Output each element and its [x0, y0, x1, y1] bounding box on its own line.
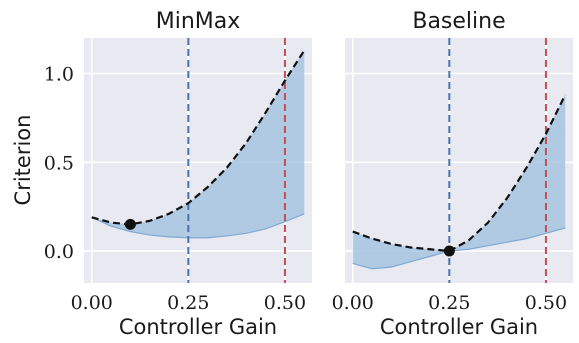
x-tick-label: 0.50 — [264, 292, 306, 314]
x-tick-label: 0.00 — [332, 292, 374, 314]
optimum-marker — [124, 218, 136, 230]
x-tick-label: 0.25 — [428, 292, 470, 314]
plot-area — [352, 38, 567, 283]
panel-baseline: Baseline Controller Gain 0.00 0.25 0.50 — [332, 9, 573, 339]
panel-title: MinMax — [156, 9, 241, 34]
panel-title: Baseline — [412, 9, 505, 34]
uncertainty-band — [352, 94, 566, 269]
x-tick-label: 0.25 — [167, 292, 209, 314]
band-lower-edge — [91, 213, 305, 239]
x-tick-label: 0.50 — [525, 292, 567, 314]
x-axis-label: Controller Gain — [119, 315, 277, 339]
x-tick-labels: 0.00 0.25 0.50 — [71, 292, 307, 314]
y-axis-label: Criterion — [11, 115, 35, 206]
y-tick-label: 0.5 — [44, 152, 74, 174]
panel-minmax: MinMax Controller Gain Criterion 0.00 0.2… — [11, 9, 312, 339]
x-axis-label: Controller Gain — [380, 315, 538, 339]
plot-area — [91, 38, 306, 283]
criterion-curve — [352, 94, 567, 253]
y-tick-labels: 0.0 0.5 1.0 — [44, 64, 74, 264]
optimum-marker — [443, 245, 455, 257]
uncertainty-band — [91, 50, 305, 238]
y-tick-label: 0.0 — [44, 241, 74, 263]
y-tick-label: 1.0 — [44, 64, 74, 86]
band-lower-edge — [352, 227, 566, 270]
x-tick-label: 0.00 — [71, 292, 113, 314]
x-tick-labels: 0.00 0.25 0.50 — [332, 292, 568, 314]
